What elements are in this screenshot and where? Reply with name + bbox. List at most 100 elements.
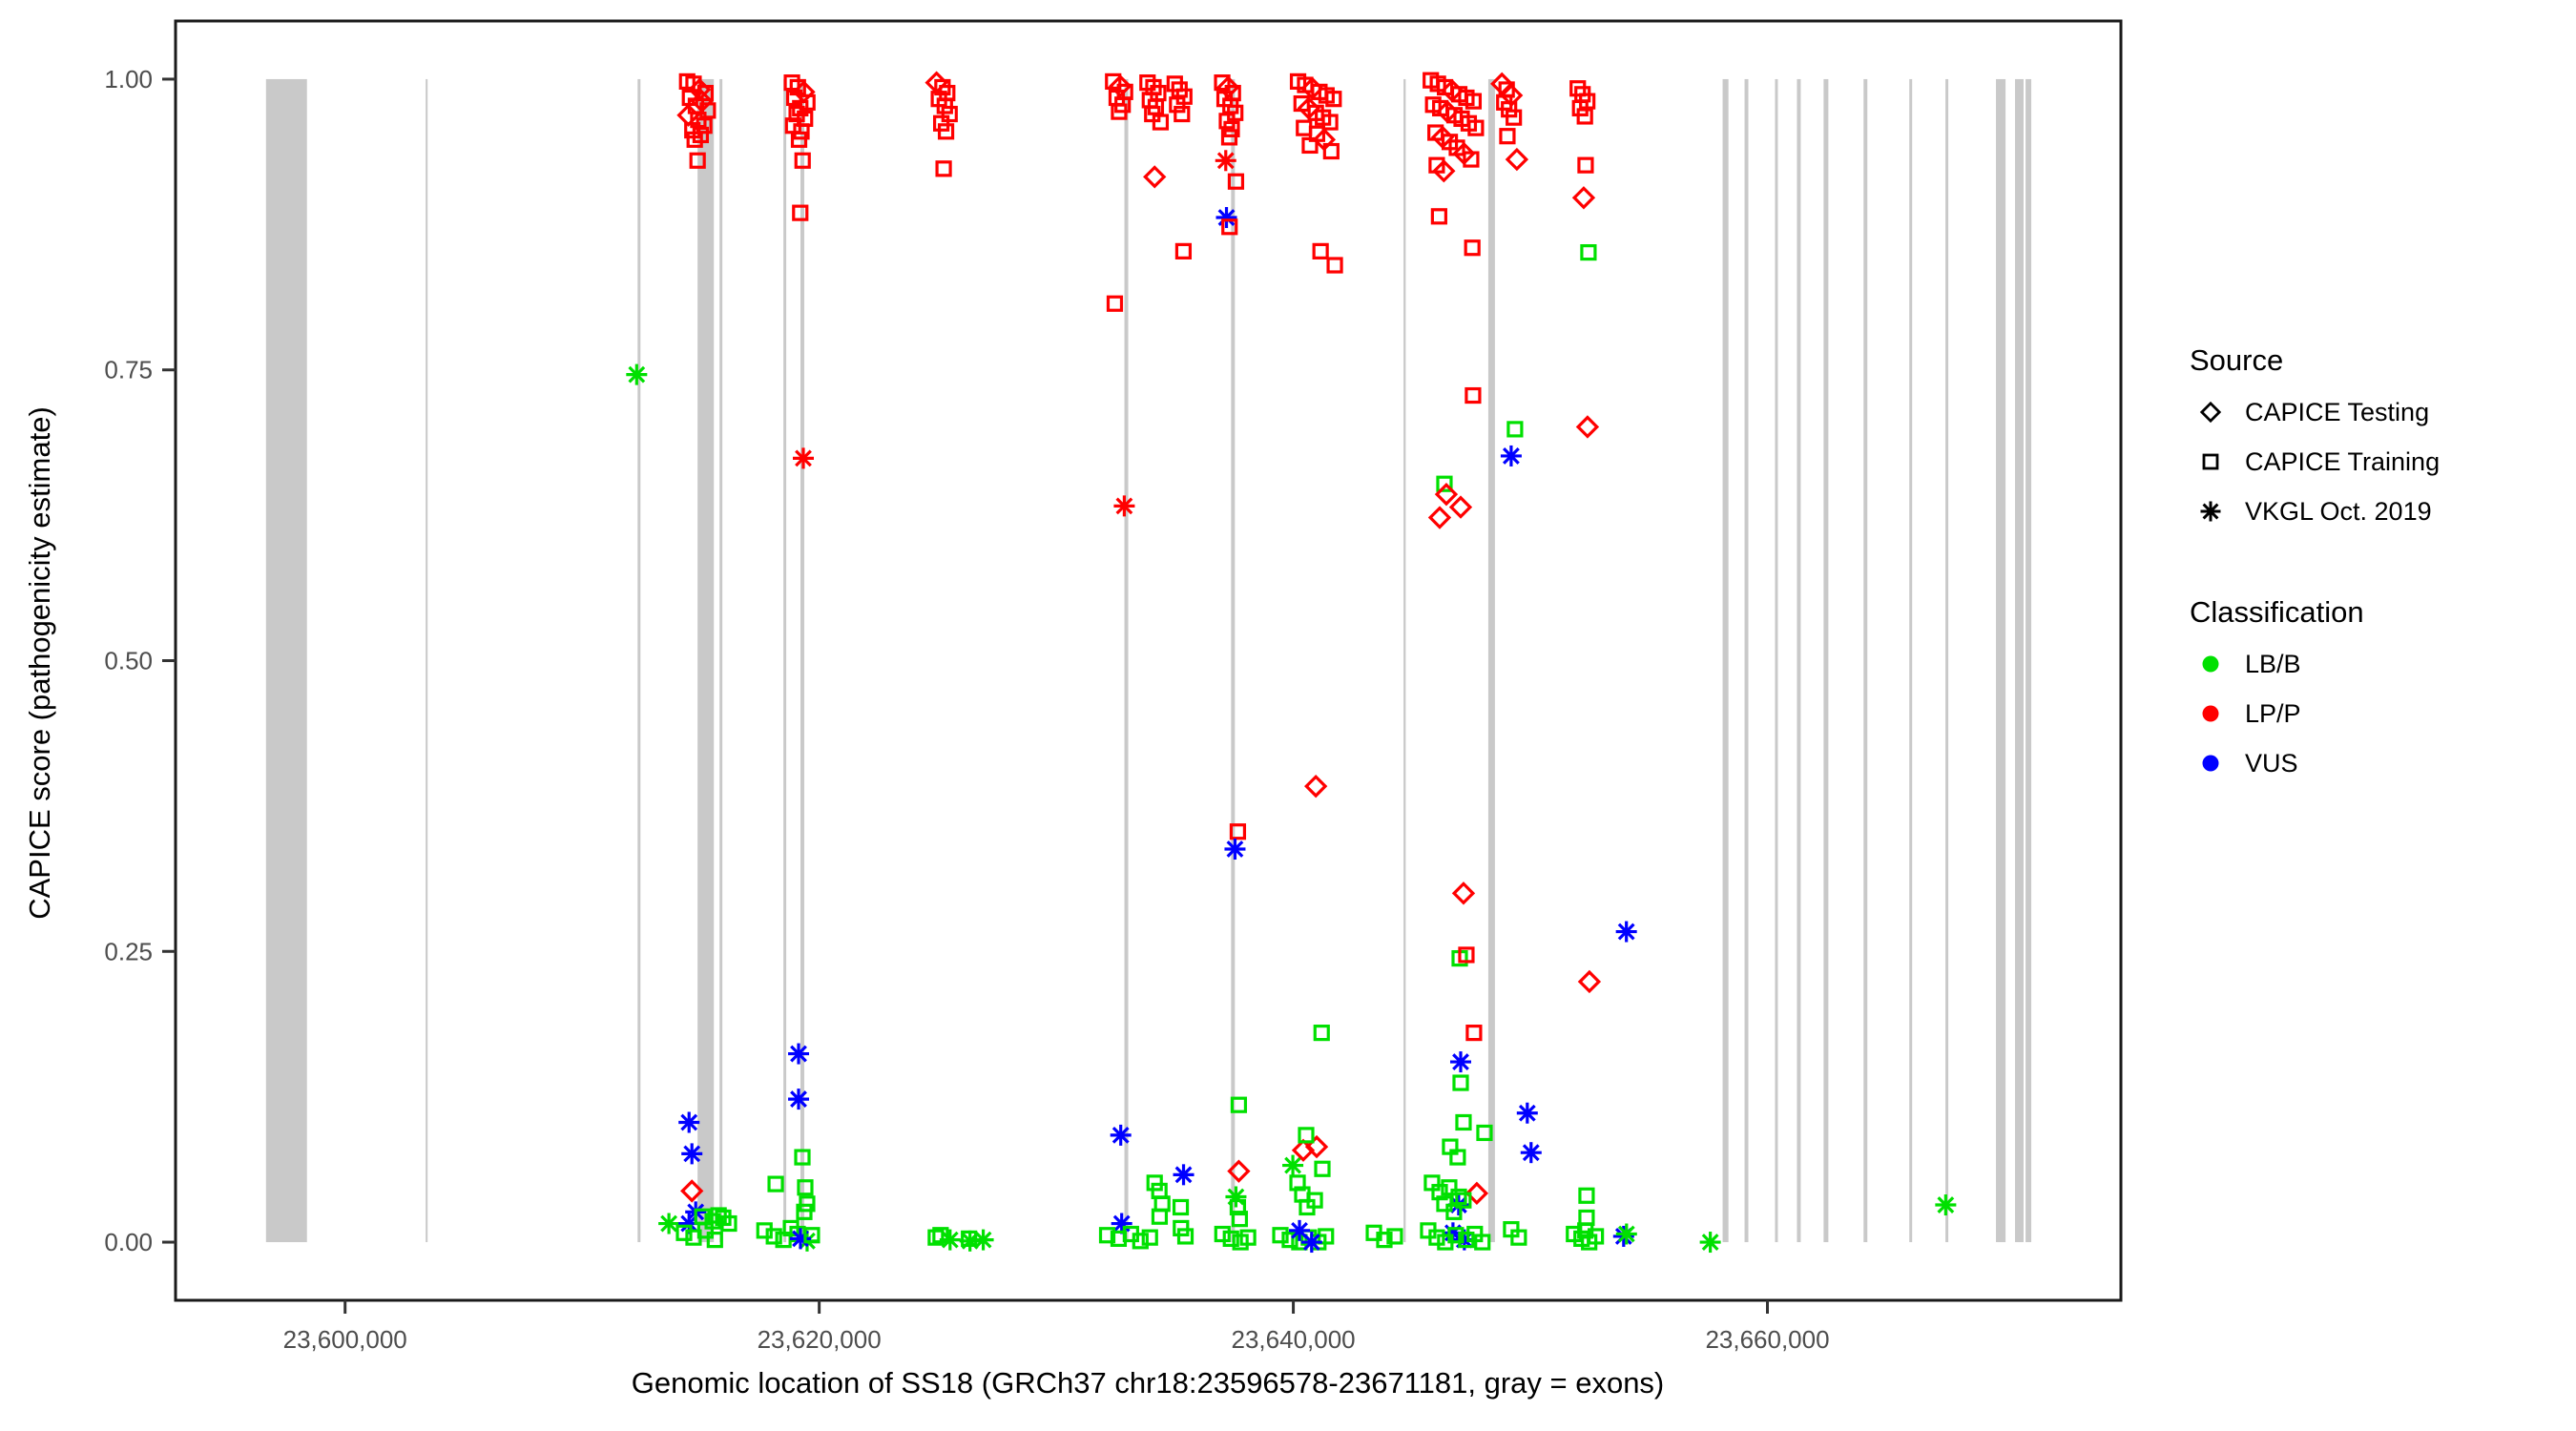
data-point-square: [1214, 1225, 1231, 1243]
legend-item-capice-testing: CAPICE Testing: [2190, 387, 2562, 437]
data-point-square: [1289, 1174, 1306, 1192]
data-point-square: [1436, 475, 1453, 492]
exon-bar: [1863, 78, 1868, 1243]
data-point-square: [1272, 1227, 1289, 1244]
data-point-diamond: [1304, 774, 1328, 798]
data-point-asterisk: [626, 363, 648, 385]
legend: Source CAPICE Testing CAPICE Training: [2190, 343, 2562, 788]
x-axis-title: Genomic location of SS18 (GRCh37 chr18:2…: [631, 1366, 1665, 1400]
data-point-square: [1098, 1227, 1116, 1244]
data-point-square: [767, 1175, 784, 1192]
data-point-asterisk: [1215, 207, 1237, 229]
diamond-icon: [2190, 391, 2232, 433]
legend-item-vus: VUS: [2190, 738, 2562, 788]
data-point-square: [1111, 103, 1128, 120]
data-point-square: [1229, 823, 1247, 840]
data-point-square: [1281, 1232, 1298, 1249]
data-point-square: [794, 152, 811, 169]
data-point-square: [1447, 1227, 1465, 1244]
x-tick-label: 23,640,000: [1232, 1325, 1356, 1354]
data-point-diamond: [1465, 1181, 1489, 1206]
y-tick-label: 1.00: [104, 65, 153, 93]
data-point-square: [1313, 1025, 1330, 1042]
data-point-diamond: [1143, 165, 1167, 189]
data-point-square: [935, 160, 952, 177]
data-point-square: [1322, 142, 1340, 160]
data-point-square: [927, 1229, 945, 1246]
data-point-square: [1580, 243, 1597, 261]
data-point-diamond: [1297, 96, 1320, 120]
exon-bar: [1909, 78, 1913, 1243]
data-point-square: [1465, 93, 1483, 110]
data-point-square: [1464, 239, 1481, 257]
data-point-asterisk: [1520, 1142, 1542, 1164]
data-point-asterisk: [1615, 921, 1637, 943]
data-point-square: [1220, 129, 1238, 146]
asterisk-icon: [2190, 490, 2232, 532]
data-point-square: [932, 1227, 949, 1244]
data-point-square: [1452, 1074, 1469, 1091]
exon-bar: [783, 78, 787, 1243]
data-point-asterisk: [678, 1111, 700, 1133]
data-point-square: [1428, 1229, 1445, 1246]
data-point-square: [1465, 386, 1482, 404]
data-point-square: [796, 1203, 813, 1220]
data-point-asterisk: [1282, 1154, 1304, 1176]
data-point-diamond: [690, 89, 714, 114]
data-point-square: [937, 123, 955, 140]
data-point-diamond: [1300, 76, 1324, 100]
data-point-square: [686, 131, 703, 148]
exon-bar: [1403, 78, 1406, 1243]
legend-item-vkgl: VKGL Oct. 2019: [2190, 487, 2562, 536]
lpp-color-dot-icon: [2190, 693, 2232, 735]
exon-bar: [1722, 78, 1729, 1243]
data-point-asterisk: [1615, 1223, 1637, 1245]
exon-bar: [1797, 78, 1801, 1243]
data-point-square: [684, 121, 701, 139]
data-point-square: [792, 204, 809, 221]
data-point-square: [1176, 1228, 1195, 1245]
data-point-square: [1427, 124, 1444, 141]
data-point-square: [720, 1214, 737, 1233]
data-point-square: [1577, 1222, 1594, 1239]
data-point-square: [1231, 1211, 1249, 1228]
square-icon: [2190, 441, 2232, 483]
data-point-asterisk: [1224, 838, 1246, 860]
data-point-square: [1376, 1232, 1393, 1249]
legend-source-title: Source: [2190, 343, 2284, 377]
data-point-asterisk: [788, 1043, 810, 1065]
data-point-asterisk: [1110, 1124, 1132, 1146]
exon-bar: [1996, 78, 2006, 1243]
data-point-asterisk: [1300, 1232, 1322, 1254]
data-point-square: [1227, 173, 1245, 190]
data-point-square: [1312, 242, 1329, 259]
vus-color-dot-icon: [2190, 742, 2232, 784]
data-point-square: [1578, 1187, 1595, 1204]
data-point-square: [1314, 1160, 1331, 1177]
exon-bar: [2015, 78, 2024, 1243]
exon-bar: [1823, 78, 1829, 1243]
legend-label: VUS: [2245, 748, 2298, 778]
data-point-square: [803, 1227, 821, 1244]
exon-bar: [719, 78, 723, 1243]
data-point-square: [1463, 151, 1480, 168]
data-point-square: [1321, 114, 1339, 131]
data-point-square: [1455, 1113, 1472, 1131]
exon-bar: [800, 78, 804, 1243]
data-point-diamond: [1577, 969, 1602, 994]
data-point-square: [1172, 1198, 1190, 1216]
data-point-square: [1174, 105, 1191, 123]
data-point-asterisk: [658, 1213, 680, 1234]
data-point-asterisk: [1516, 1102, 1538, 1124]
data-point-asterisk: [788, 1089, 810, 1110]
exon-bar: [1744, 78, 1749, 1243]
exon-bar: [1945, 78, 1949, 1243]
data-point-square: [1326, 257, 1343, 274]
data-point-diamond: [1435, 99, 1460, 124]
exon-bar: [2025, 78, 2032, 1243]
legend-item-lbb: LB/B: [2190, 639, 2562, 689]
data-point-square: [1141, 1229, 1158, 1246]
data-point-square: [1476, 1124, 1493, 1142]
data-point-asterisk: [790, 1228, 812, 1250]
